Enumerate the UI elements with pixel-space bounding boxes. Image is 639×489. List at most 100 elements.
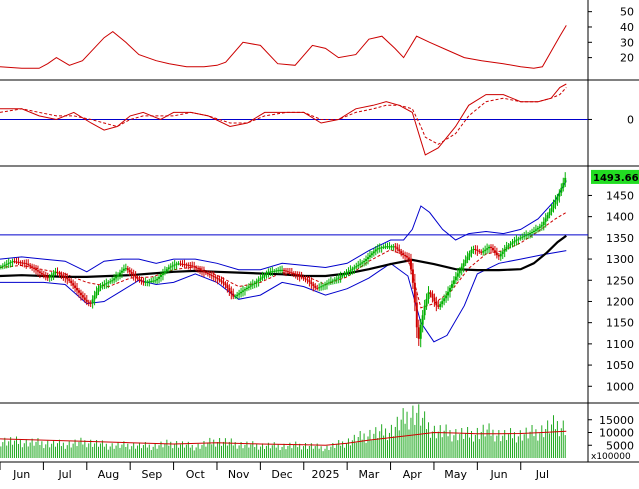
- candle-body: [495, 252, 498, 256]
- candle-body: [314, 285, 317, 288]
- candle-body: [499, 254, 502, 257]
- volume-axis-tick-label: 15000: [599, 414, 634, 427]
- candle-body: [527, 233, 530, 235]
- oscillator-axis-tick-label: 30: [620, 36, 634, 49]
- candle-body: [283, 269, 286, 271]
- candle-body: [167, 267, 170, 270]
- price-axis-tick-label: 1300: [606, 253, 634, 266]
- candle-body: [347, 271, 350, 273]
- candle-body: [132, 273, 135, 276]
- candle-body: [214, 276, 217, 278]
- candle-body: [288, 271, 291, 273]
- candle-body: [443, 298, 446, 302]
- candle-body: [493, 250, 496, 253]
- candle-body: [191, 265, 194, 267]
- candle-body: [31, 266, 34, 268]
- candle-body: [478, 250, 481, 252]
- candle-body: [361, 262, 364, 264]
- candle-body: [95, 291, 98, 296]
- month-tick-label: Sep: [142, 468, 163, 481]
- candle-body: [9, 262, 12, 264]
- candle-body: [1, 265, 4, 267]
- candle-body: [36, 270, 39, 272]
- candle-body: [480, 251, 483, 253]
- candle-body: [491, 247, 494, 251]
- candle-body: [158, 276, 161, 279]
- candle-body: [230, 290, 233, 294]
- candle-body: [476, 249, 479, 251]
- oscillator-axis-tick-label: 40: [620, 21, 634, 34]
- candle-body: [488, 246, 491, 249]
- month-tick-label: Dec: [271, 468, 292, 481]
- candle-body: [538, 226, 541, 228]
- candle-body: [353, 267, 356, 269]
- candle-body: [503, 249, 506, 252]
- candle-body: [407, 257, 410, 259]
- candle-body: [415, 302, 418, 328]
- candle-body: [35, 268, 38, 271]
- candle-body: [181, 263, 184, 265]
- candle-body: [165, 269, 168, 272]
- candle-body: [497, 255, 500, 257]
- candle-body: [462, 263, 465, 267]
- candle-body: [97, 287, 100, 292]
- candle-body: [378, 247, 381, 249]
- candle-body: [242, 290, 245, 292]
- candle-body: [460, 266, 463, 270]
- candle-body: [484, 249, 487, 252]
- candle-body: [222, 281, 225, 284]
- candle-body: [515, 239, 518, 241]
- short-moving-average: [0, 211, 567, 309]
- candle-body: [144, 281, 147, 283]
- candle-body: [519, 237, 522, 239]
- candle-body: [238, 293, 241, 295]
- candle-body: [324, 284, 327, 286]
- candle-body: [529, 232, 532, 234]
- candle-body: [240, 291, 243, 294]
- month-tick-label: 2025: [311, 468, 339, 481]
- candle-body: [513, 240, 516, 243]
- bollinger-upper: [0, 180, 567, 273]
- candle-body: [357, 264, 360, 267]
- candle-body: [220, 280, 223, 282]
- candle-body: [163, 271, 166, 274]
- last-price-label: 1493.660: [593, 173, 639, 184]
- candle-body: [124, 268, 127, 270]
- candle-body: [400, 251, 403, 254]
- candle-body: [441, 301, 444, 305]
- price-axis-tick-label: 1100: [606, 338, 634, 351]
- candle-body: [21, 262, 24, 264]
- candle-body: [308, 280, 311, 283]
- candle-body: [177, 263, 180, 265]
- candle-body: [70, 280, 73, 284]
- candle-body: [392, 246, 395, 248]
- candle-body: [544, 218, 547, 222]
- candle-body: [388, 246, 391, 248]
- candle-body: [411, 269, 414, 283]
- candle-body: [562, 182, 565, 188]
- candle-body: [298, 275, 301, 277]
- candle-body: [212, 275, 215, 277]
- candle-body: [382, 246, 385, 248]
- candle-body: [185, 264, 188, 266]
- candle-body: [322, 285, 325, 287]
- candle-body: [7, 262, 10, 264]
- candle-body: [552, 204, 555, 209]
- candle-body: [187, 264, 190, 266]
- candle-body: [5, 263, 8, 265]
- candle-body: [439, 304, 442, 307]
- candle-body: [62, 275, 65, 277]
- candle-body: [396, 247, 399, 250]
- candle-body: [351, 268, 354, 270]
- candle-body: [271, 271, 274, 273]
- candle-body: [265, 273, 268, 275]
- candle-body: [115, 276, 118, 279]
- candle-body: [292, 273, 295, 275]
- candle-body: [511, 242, 514, 244]
- candle-body: [413, 282, 416, 303]
- candle-body: [316, 287, 319, 289]
- candle-body: [218, 279, 221, 281]
- candle-body: [281, 269, 284, 271]
- candle-body: [64, 276, 67, 278]
- candle-body: [152, 280, 155, 282]
